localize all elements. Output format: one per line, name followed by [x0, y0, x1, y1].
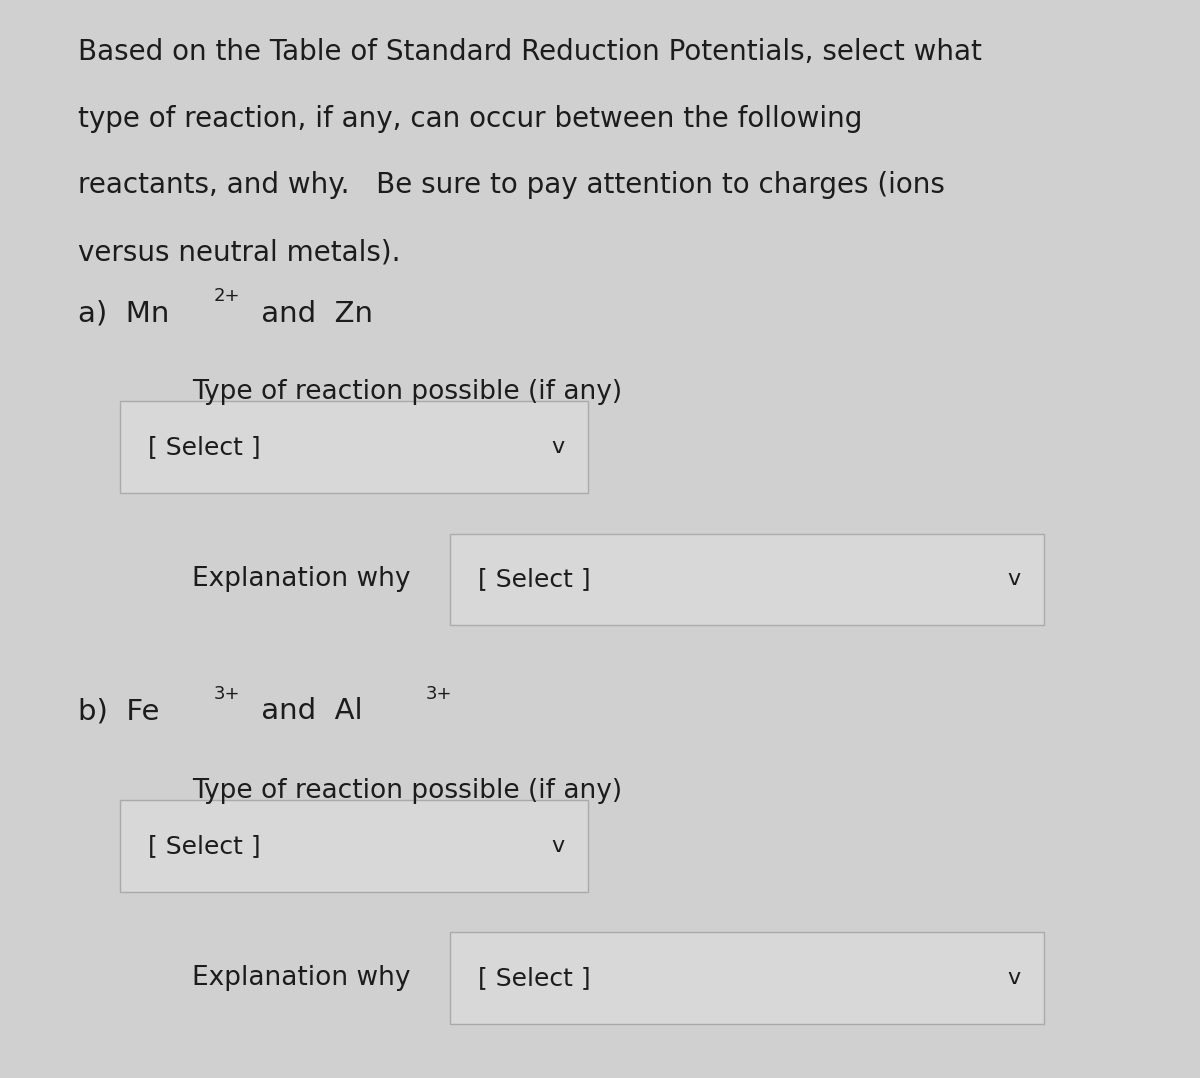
Text: Explanation why: Explanation why	[192, 965, 410, 991]
Text: 3+: 3+	[426, 685, 452, 703]
Text: Type of reaction possible (if any): Type of reaction possible (if any)	[192, 778, 622, 804]
Text: v: v	[1007, 968, 1020, 989]
FancyBboxPatch shape	[450, 932, 1044, 1024]
Text: v: v	[1007, 569, 1020, 590]
Text: [ Select ]: [ Select ]	[478, 567, 590, 592]
Text: 3+: 3+	[214, 685, 240, 703]
FancyBboxPatch shape	[450, 534, 1044, 625]
FancyBboxPatch shape	[120, 800, 588, 892]
Text: Explanation why: Explanation why	[192, 566, 410, 592]
Text: and  Al: and Al	[252, 697, 362, 725]
Text: b)  Fe: b) Fe	[78, 697, 160, 725]
Text: v: v	[551, 437, 564, 457]
Text: a)  Mn: a) Mn	[78, 300, 169, 328]
Text: [ Select ]: [ Select ]	[148, 434, 260, 459]
Text: Type of reaction possible (if any): Type of reaction possible (if any)	[192, 379, 622, 405]
Text: versus neutral metals).: versus neutral metals).	[78, 238, 401, 266]
Text: [ Select ]: [ Select ]	[148, 833, 260, 858]
Text: Based on the Table of Standard Reduction Potentials, select what: Based on the Table of Standard Reduction…	[78, 38, 982, 66]
Text: and  Zn: and Zn	[252, 300, 373, 328]
Text: [ Select ]: [ Select ]	[478, 966, 590, 991]
Text: type of reaction, if any, can occur between the following: type of reaction, if any, can occur betw…	[78, 105, 863, 133]
Text: reactants, and why.   Be sure to pay attention to charges (ions: reactants, and why. Be sure to pay atten…	[78, 171, 944, 199]
Text: v: v	[551, 835, 564, 856]
FancyBboxPatch shape	[120, 401, 588, 493]
Text: 2+: 2+	[214, 287, 240, 305]
